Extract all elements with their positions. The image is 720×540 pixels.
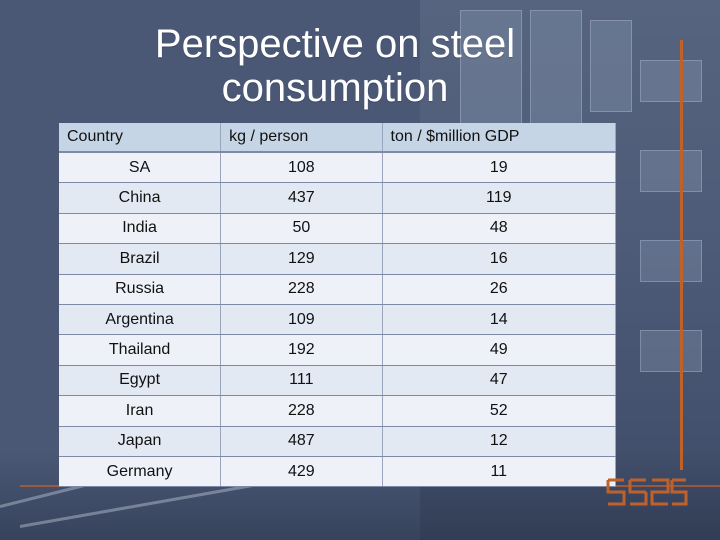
- background-window: [590, 20, 632, 112]
- background-window: [640, 150, 702, 192]
- cell-kg-per-person: 429: [220, 456, 383, 488]
- cell-ton-per-gdp: 48: [382, 213, 617, 245]
- background-window: [640, 330, 702, 372]
- cell-kg-per-person: 50: [220, 213, 383, 245]
- table-row: India 50 48: [59, 213, 617, 245]
- cell-ton-per-gdp: 26: [382, 274, 617, 305]
- table-row: Japan 487 12: [59, 426, 617, 457]
- header-kg-per-person: kg / person: [220, 123, 383, 153]
- table-row: Argentina 109 14: [59, 304, 617, 336]
- table-row: Thailand 192 49: [59, 334, 617, 366]
- cell-ton-per-gdp: 49: [382, 334, 617, 366]
- cell-ton-per-gdp: 52: [382, 395, 617, 427]
- cell-kg-per-person: 437: [220, 182, 383, 214]
- logo-mark: [606, 478, 688, 506]
- background-window: [640, 240, 702, 282]
- cell-ton-per-gdp: 14: [382, 304, 617, 336]
- cell-country: Brazil: [59, 243, 222, 275]
- cell-kg-per-person: 111: [220, 365, 383, 397]
- slide-title: Perspective on steel consumption: [154, 22, 516, 110]
- cell-country: Russia: [59, 274, 222, 305]
- table-row: Germany 429 11: [59, 456, 617, 488]
- table-header-row: Country kg / person ton / $million GDP: [59, 123, 617, 153]
- table-row: Brazil 129 16: [59, 243, 617, 275]
- cell-country: SA: [59, 152, 222, 184]
- cell-kg-per-person: 228: [220, 395, 383, 427]
- table-row: SA 108 19: [59, 152, 617, 184]
- cell-kg-per-person: 129: [220, 243, 383, 275]
- cell-country: Iran: [59, 395, 222, 427]
- cell-country: Argentina: [59, 304, 222, 336]
- cell-ton-per-gdp: 119: [382, 182, 617, 214]
- cell-kg-per-person: 228: [220, 274, 383, 305]
- cell-ton-per-gdp: 16: [382, 243, 617, 275]
- table-row: China 437 119: [59, 182, 617, 214]
- header-country: Country: [59, 123, 222, 153]
- cell-country: China: [59, 182, 222, 214]
- cell-ton-per-gdp: 47: [382, 365, 617, 397]
- table-row: Egypt 111 47: [59, 365, 617, 397]
- cell-kg-per-person: 192: [220, 334, 383, 366]
- cell-ton-per-gdp: 19: [382, 152, 617, 184]
- table-row: Russia 228 26: [59, 274, 617, 305]
- background-window: [640, 60, 702, 102]
- cell-kg-per-person: 487: [220, 426, 383, 457]
- cell-country: Thailand: [59, 334, 222, 366]
- cell-country: Egypt: [59, 365, 222, 397]
- cell-ton-per-gdp: 12: [382, 426, 617, 457]
- table-row: Iran 228 52: [59, 395, 617, 427]
- accent-line-vertical: [680, 40, 683, 470]
- background-window: [460, 10, 522, 132]
- cell-kg-per-person: 108: [220, 152, 383, 184]
- cell-country: Japan: [59, 426, 222, 457]
- seisa-logo: [606, 478, 688, 506]
- cell-country: Germany: [59, 456, 222, 488]
- cell-kg-per-person: 109: [220, 304, 383, 336]
- cell-ton-per-gdp: 11: [382, 456, 617, 488]
- cell-country: India: [59, 213, 222, 245]
- header-ton-per-gdp: ton / $million GDP: [382, 123, 617, 153]
- steel-consumption-table: Country kg / person ton / $million GDP S…: [59, 123, 617, 488]
